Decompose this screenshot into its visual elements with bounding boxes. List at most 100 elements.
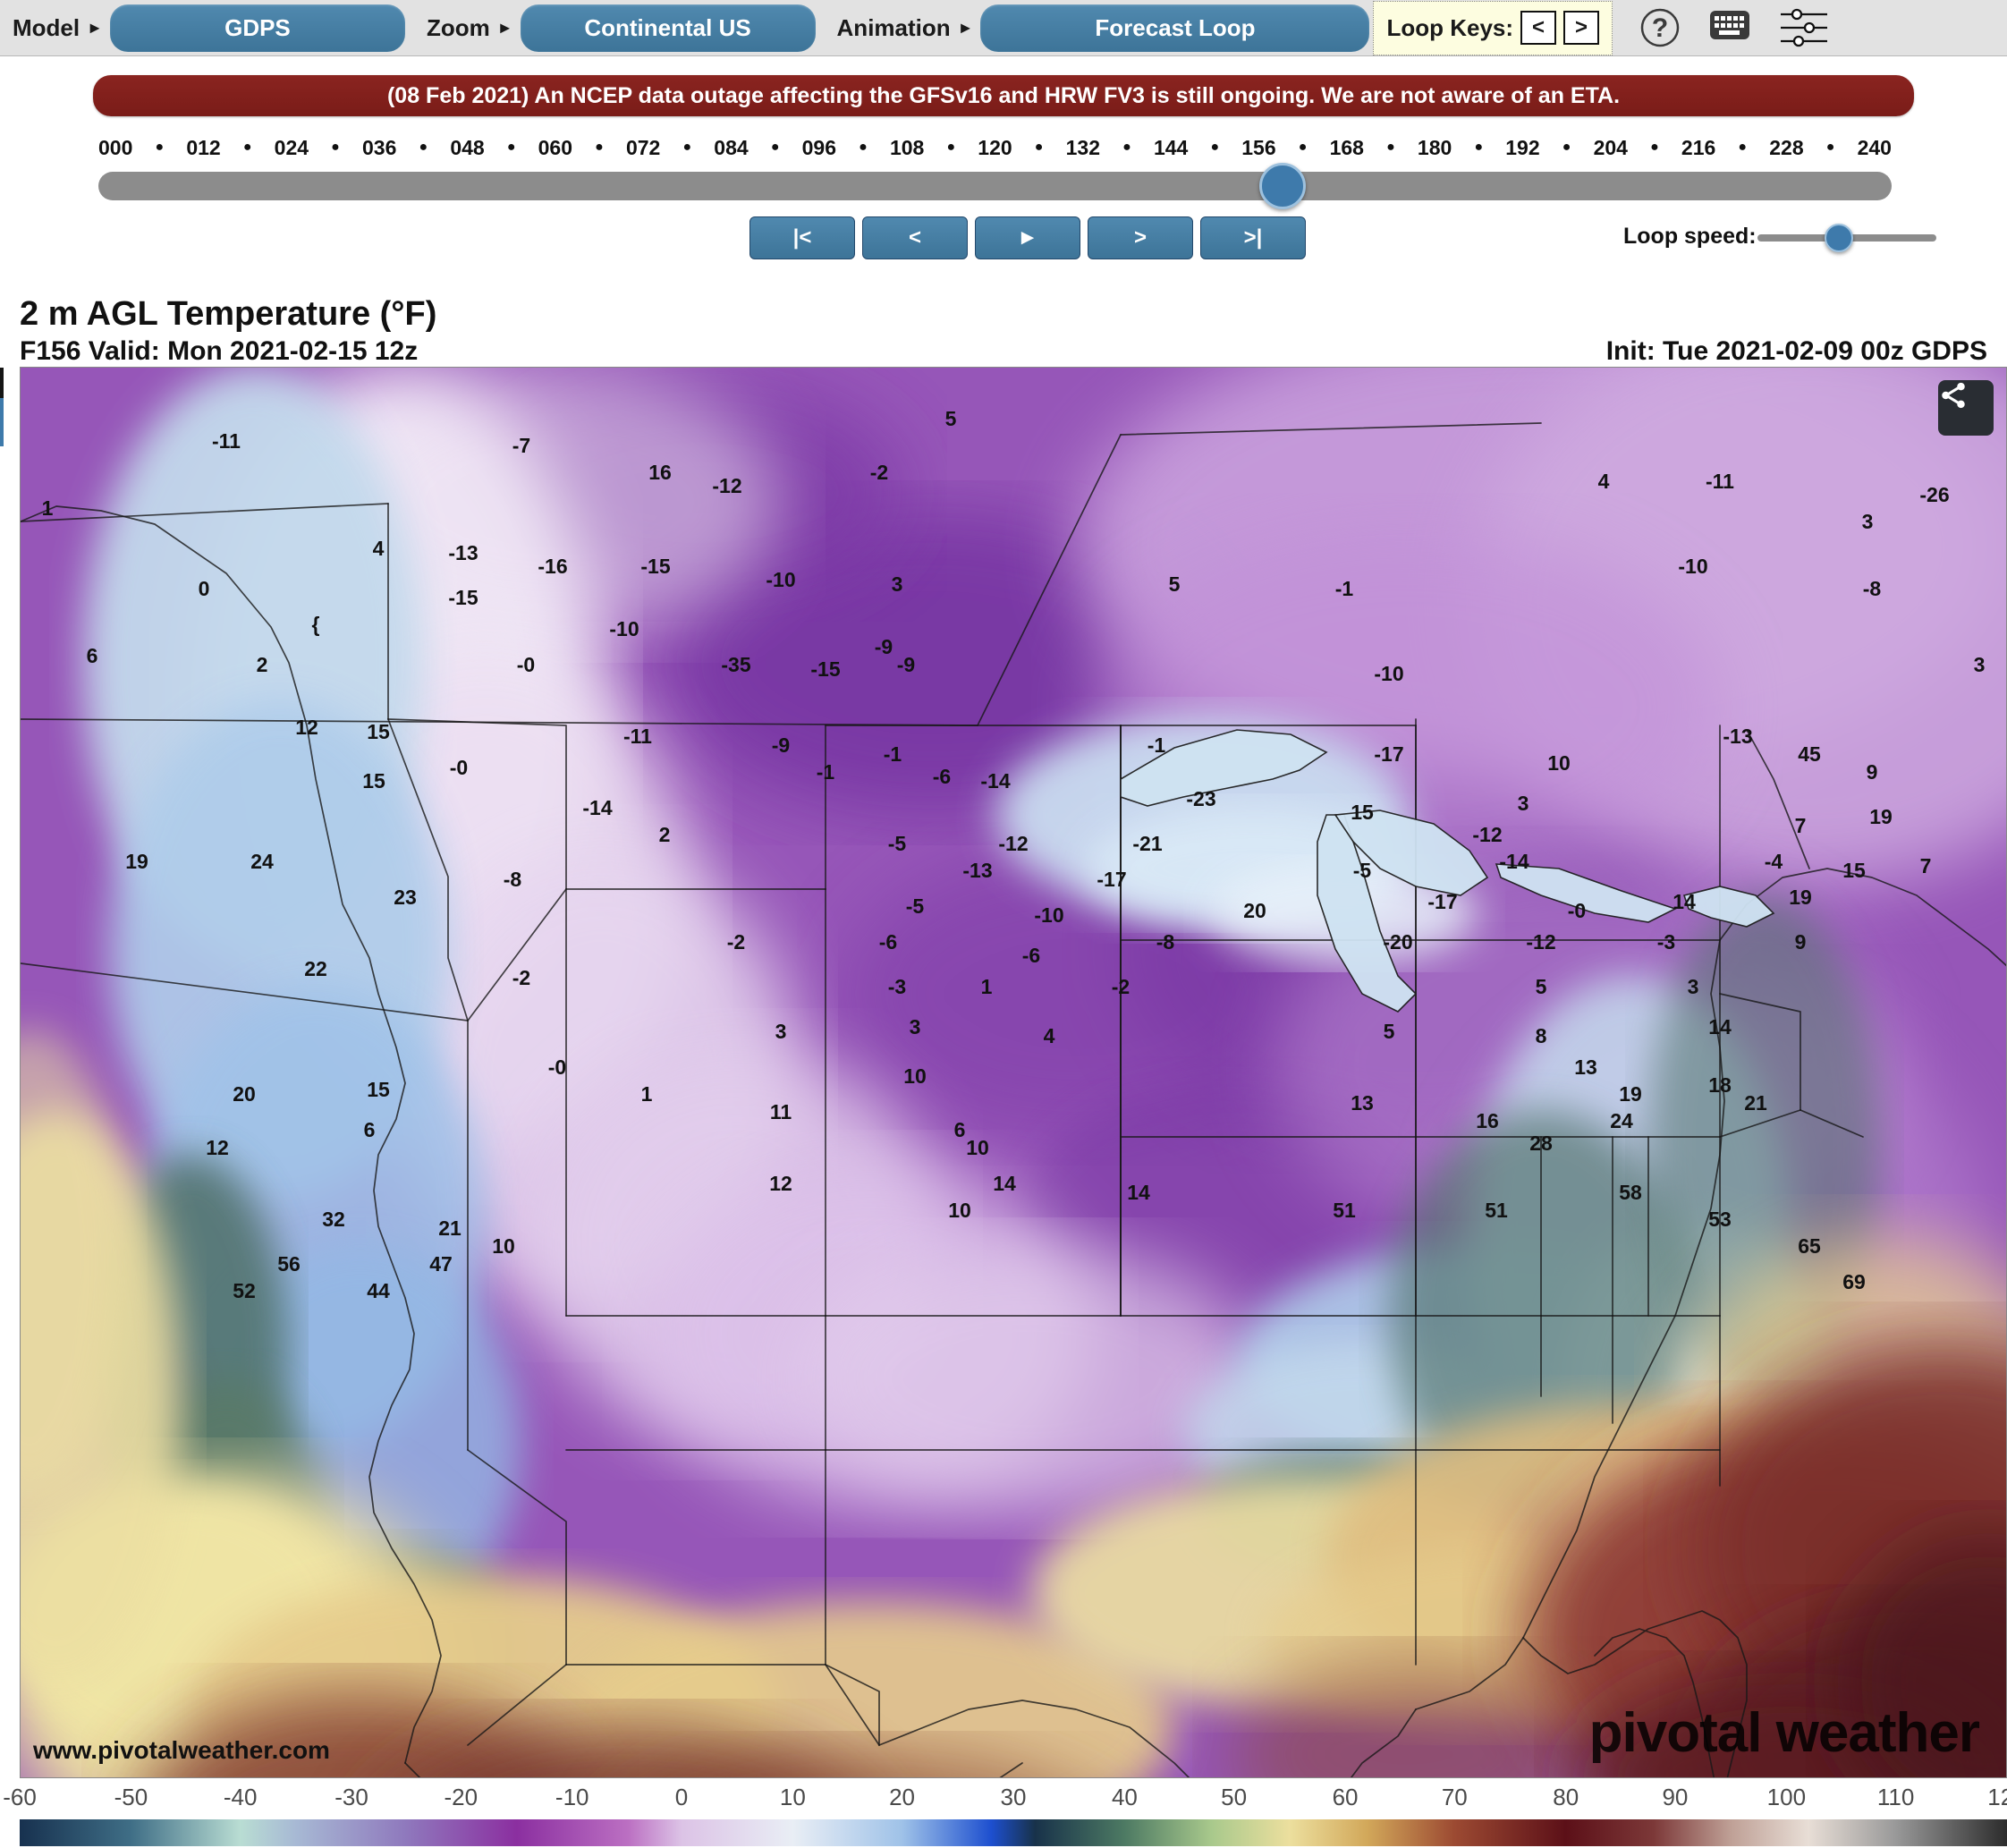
svg-text:65: 65 [1798,1234,1821,1258]
svg-text:47: 47 [429,1252,453,1276]
svg-text:-0: -0 [517,653,535,676]
svg-text:-13: -13 [962,859,992,882]
svg-text:10: 10 [903,1064,927,1088]
svg-text:12: 12 [295,716,318,739]
svg-text:13: 13 [1574,1055,1597,1079]
svg-text:2: 2 [659,823,671,846]
svg-text:3: 3 [1688,975,1699,998]
svg-text:5: 5 [945,407,957,430]
svg-text:16: 16 [1476,1109,1499,1132]
svg-text:14: 14 [1708,1015,1732,1038]
svg-text:-10: -10 [1374,662,1403,685]
svg-text:-9: -9 [875,635,893,658]
svg-text:-16: -16 [538,555,567,578]
svg-text:4: 4 [1598,470,1610,493]
svg-text:2: 2 [257,653,268,676]
svg-text:15: 15 [367,1078,390,1101]
svg-text:-26: -26 [1919,483,1949,506]
svg-text:51: 51 [1333,1199,1356,1222]
svg-text:-14: -14 [582,796,612,819]
svg-text:-14: -14 [1499,850,1529,873]
svg-text:-3: -3 [1657,930,1675,954]
svg-text:22: 22 [304,957,327,980]
svg-text:-17: -17 [1427,890,1457,913]
svg-text:52: 52 [233,1279,256,1302]
svg-text:-17: -17 [1097,868,1126,891]
svg-text:-14: -14 [980,769,1010,793]
svg-text:-4: -4 [1765,850,1783,873]
svg-text:-5: -5 [888,832,907,855]
svg-text:12: 12 [769,1172,792,1195]
svg-text:-12: -12 [1526,930,1555,954]
svg-text:-11: -11 [212,429,241,453]
svg-text:-17: -17 [1374,742,1403,766]
svg-text:18: 18 [1708,1073,1732,1097]
svg-text:5: 5 [1536,975,1547,998]
svg-text:-15: -15 [810,657,840,681]
svg-text:-6: -6 [933,765,951,788]
svg-text:15: 15 [1351,801,1374,824]
svg-text:0: 0 [199,577,210,600]
svg-text:4: 4 [373,537,385,560]
svg-text:5: 5 [1169,572,1181,596]
svg-text:44: 44 [367,1279,390,1302]
svg-text:10: 10 [948,1199,971,1222]
svg-text:3: 3 [910,1015,921,1038]
svg-text:-6: -6 [1022,944,1040,967]
svg-text:58: 58 [1619,1181,1642,1204]
svg-text:-15: -15 [640,555,670,578]
svg-text:-1: -1 [1335,577,1354,600]
svg-text:14: 14 [1127,1181,1150,1204]
svg-text:-10: -10 [1678,555,1707,578]
svg-text:-35: -35 [721,653,750,676]
svg-text:21: 21 [1744,1091,1767,1115]
svg-text:-20: -20 [1383,930,1412,954]
svg-text:8: 8 [1536,1024,1547,1047]
svg-text:69: 69 [1842,1270,1866,1293]
svg-text:24: 24 [250,850,274,873]
svg-text:-10: -10 [1034,903,1063,927]
svg-text:19: 19 [125,850,148,873]
svg-text:19: 19 [1789,886,1812,909]
svg-text:7: 7 [1795,814,1807,837]
svg-text:19: 19 [1869,805,1893,828]
svg-text:20: 20 [233,1082,256,1106]
svg-text:14: 14 [1672,890,1696,913]
svg-text:-0: -0 [548,1055,566,1079]
svg-text:5: 5 [1384,1020,1395,1043]
svg-text:-6: -6 [879,930,897,954]
svg-text:56: 56 [277,1252,301,1276]
svg-text:28: 28 [1529,1132,1553,1155]
svg-text:?: ? [1652,13,1668,43]
svg-text:6: 6 [954,1118,966,1141]
svg-text:-12: -12 [998,832,1028,855]
svg-text:-8: -8 [1156,930,1175,954]
svg-text:3: 3 [1974,653,1986,676]
svg-text:53: 53 [1708,1208,1732,1231]
svg-text:7: 7 [1920,854,1932,877]
svg-text:4: 4 [1044,1024,1055,1047]
svg-text:3: 3 [892,572,903,596]
svg-text:19: 19 [1619,1082,1642,1106]
svg-text:-9: -9 [897,653,915,676]
svg-text:15: 15 [367,720,390,743]
svg-text:-11: -11 [1706,470,1734,493]
svg-text:-12: -12 [712,474,741,497]
svg-text:6: 6 [364,1118,376,1141]
svg-text:-1: -1 [1147,733,1166,757]
svg-text:-11: -11 [623,725,652,748]
svg-text:-15: -15 [448,586,478,609]
svg-text:45: 45 [1798,742,1821,766]
svg-text:-23: -23 [1186,787,1215,810]
svg-text:-3: -3 [888,975,906,998]
svg-text:6: 6 [87,644,98,667]
svg-text:1: 1 [42,496,54,520]
svg-text:13: 13 [1351,1091,1374,1115]
svg-text:-2: -2 [512,966,530,989]
svg-text:{: { [312,613,320,636]
svg-text:-8: -8 [1863,577,1882,600]
svg-text:-0: -0 [1568,899,1586,922]
svg-text:-13: -13 [448,541,478,564]
svg-text:-5: -5 [1353,859,1372,882]
svg-text:23: 23 [394,886,417,909]
